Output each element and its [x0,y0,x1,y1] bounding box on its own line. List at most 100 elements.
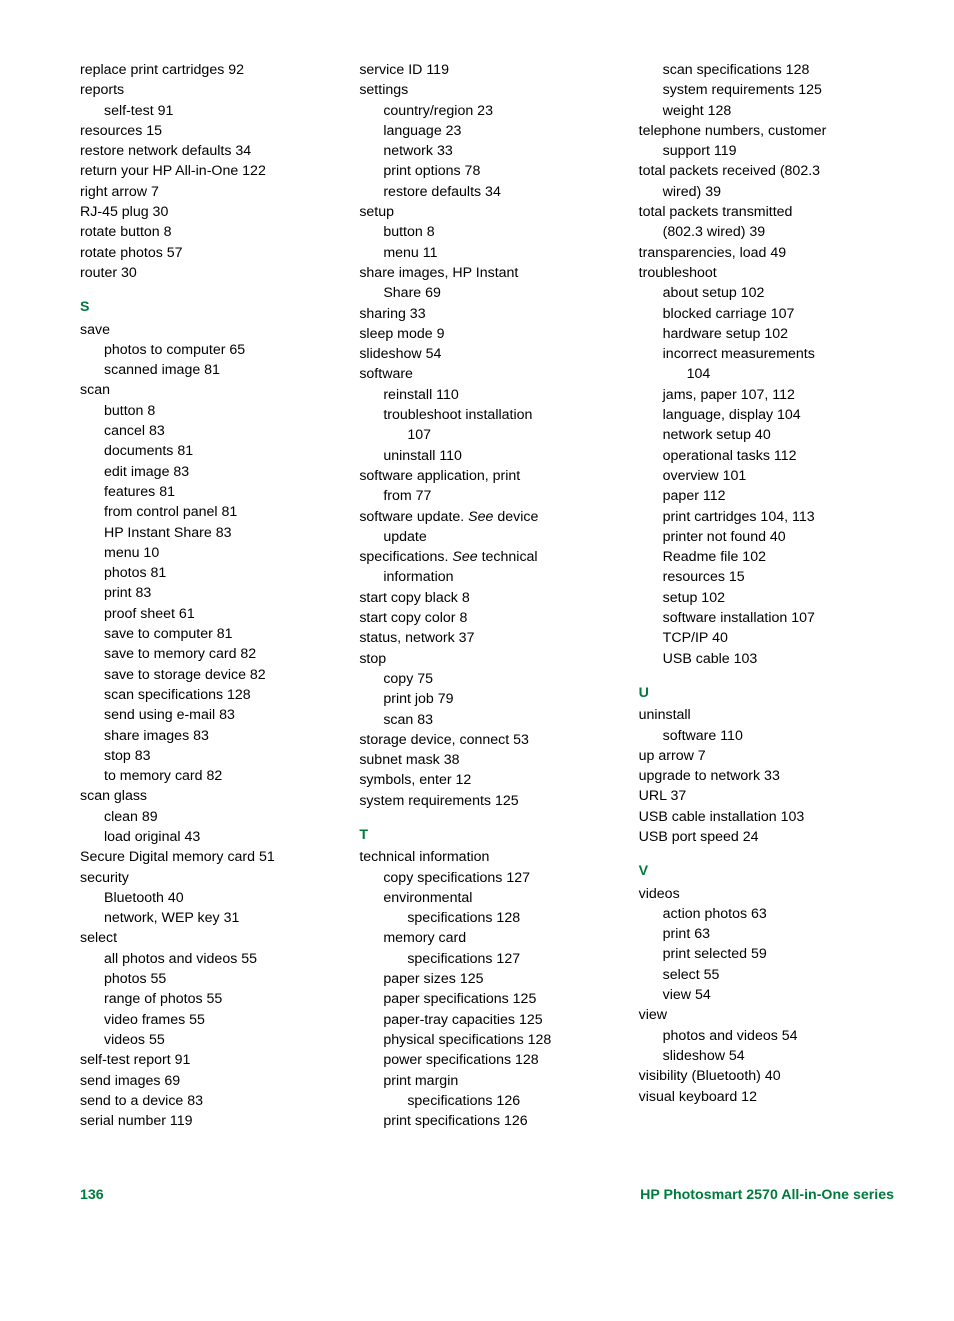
index-entry: cancel 83 [80,421,335,441]
index-entry: URL 37 [639,786,894,806]
index-entry: total packets received (802.3 [639,161,894,181]
index-entry: update [359,527,614,547]
index-entry: video frames 55 [80,1010,335,1030]
index-entry: symbols, enter 12 [359,770,614,790]
index-entry: scan glass [80,786,335,806]
section-letter-v: V [639,861,894,881]
index-entry: paper specifications 125 [359,989,614,1009]
index-entry: serial number 119 [80,1111,335,1131]
index-entry: jams, paper 107, 112 [639,385,894,405]
index-entry: print 83 [80,583,335,603]
index-entry: print 63 [639,924,894,944]
index-entry: router 30 [80,263,335,283]
index-entry: return your HP All-in-One 122 [80,161,335,181]
index-entry: save [80,320,335,340]
index-entry: paper-tray capacities 125 [359,1010,614,1030]
index-entry: hardware setup 102 [639,324,894,344]
index-entry: environmental [359,888,614,908]
footer-product-name: HP Photosmart 2570 All-in-One series [640,1185,894,1205]
index-entry: menu 10 [80,543,335,563]
index-entry: right arrow 7 [80,182,335,202]
col2-block2: technical informationcopy specifications… [359,847,614,1131]
index-entry: rotate photos 57 [80,243,335,263]
index-entry: power specifications 128 [359,1050,614,1070]
index-entry: print selected 59 [639,944,894,964]
index-entry: share images 83 [80,726,335,746]
index-entry: select 55 [639,965,894,985]
index-entry: weight 128 [639,101,894,121]
index-entry: send using e-mail 83 [80,705,335,725]
index-entry: paper 112 [639,486,894,506]
index-entry: subnet mask 38 [359,750,614,770]
index-entry: information [359,567,614,587]
index-entry: restore defaults 34 [359,182,614,202]
index-entry: from 77 [359,486,614,506]
index-entry: language 23 [359,121,614,141]
index-entry: select [80,928,335,948]
index-entry: country/region 23 [359,101,614,121]
index-entry: photos 81 [80,563,335,583]
index-columns: replace print cartridges 92reportsself-t… [80,60,894,1131]
col1-block1: replace print cartridges 92reportsself-t… [80,60,335,283]
index-entry: 107 [359,425,614,445]
index-entry: rotate button 8 [80,222,335,242]
index-entry: setup 102 [639,588,894,608]
index-entry: button 8 [359,222,614,242]
index-entry: print margin [359,1071,614,1091]
index-entry: printer not found 40 [639,527,894,547]
index-entry: send to a device 83 [80,1091,335,1111]
index-entry: uninstall [639,705,894,725]
index-entry: scan specifications 128 [639,60,894,80]
index-entry: resources 15 [639,567,894,587]
index-entry: upgrade to network 33 [639,766,894,786]
col3-block3: videosaction photos 63print 63print sele… [639,884,894,1107]
index-entry: photos and videos 54 [639,1026,894,1046]
index-entry: save to computer 81 [80,624,335,644]
column-2: service ID 119settingscountry/region 23l… [359,60,614,1131]
index-entry: operational tasks 112 [639,446,894,466]
index-entry: software application, print [359,466,614,486]
index-entry: send images 69 [80,1071,335,1091]
index-entry: slideshow 54 [359,344,614,364]
column-1: replace print cartridges 92reportsself-t… [80,60,335,1131]
index-entry: save to storage device 82 [80,665,335,685]
index-entry: blocked carriage 107 [639,304,894,324]
index-entry: RJ-45 plug 30 [80,202,335,222]
index-entry: photos to computer 65 [80,340,335,360]
index-entry: network 33 [359,141,614,161]
index-entry: action photos 63 [639,904,894,924]
page-number: 136 [80,1185,104,1205]
index-entry: view [639,1005,894,1025]
index-entry: menu 11 [359,243,614,263]
index-entry: status, network 37 [359,628,614,648]
index-entry: print specifications 126 [359,1111,614,1131]
index-entry: software [359,364,614,384]
index-entry: scanned image 81 [80,360,335,380]
index-entry: self-test 91 [80,101,335,121]
index-entry: resources 15 [80,121,335,141]
index-entry: USB port speed 24 [639,827,894,847]
index-entry: system requirements 125 [639,80,894,100]
index-entry: all photos and videos 55 [80,949,335,969]
index-entry: slideshow 54 [639,1046,894,1066]
index-entry: load original 43 [80,827,335,847]
index-entry: reports [80,80,335,100]
index-entry: range of photos 55 [80,989,335,1009]
section-letter-s: S [80,297,335,317]
index-entry: scan [80,380,335,400]
index-entry: view 54 [639,985,894,1005]
index-entry: network setup 40 [639,425,894,445]
index-entry: specifications. See technical [359,547,614,567]
section-letter-u: U [639,683,894,703]
index-entry: videos 55 [80,1030,335,1050]
index-entry: from control panel 81 [80,502,335,522]
index-entry: replace print cartridges 92 [80,60,335,80]
index-entry: print options 78 [359,161,614,181]
index-entry: about setup 102 [639,283,894,303]
section-letter-t: T [359,825,614,845]
index-entry: USB cable 103 [639,649,894,669]
index-entry: features 81 [80,482,335,502]
index-entry: TCP/IP 40 [639,628,894,648]
column-3: scan specifications 128system requiremen… [639,60,894,1131]
index-entry: incorrect measurements [639,344,894,364]
